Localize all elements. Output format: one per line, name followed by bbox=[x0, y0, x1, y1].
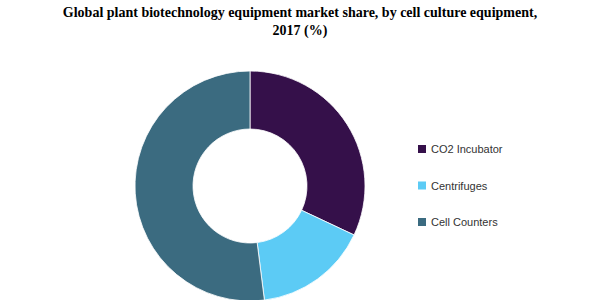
legend-label: Centrifuges bbox=[431, 180, 488, 192]
legend-swatch bbox=[418, 218, 426, 226]
title-group: Global plant biotechnology equipment mar… bbox=[63, 5, 537, 39]
legend-swatch bbox=[418, 182, 426, 190]
legend-label: Cell Counters bbox=[431, 216, 498, 228]
legend-label: CO2 Incubator bbox=[431, 143, 503, 155]
legend-swatch bbox=[418, 145, 426, 153]
slice bbox=[135, 71, 264, 300]
slices bbox=[135, 71, 365, 300]
slice bbox=[250, 71, 365, 235]
chart: Global plant biotechnology equipment mar… bbox=[0, 0, 600, 300]
title: 2017 (%) bbox=[273, 23, 328, 39]
slice bbox=[257, 210, 354, 300]
legend: CO2 Incubator Centrifuges Cell Counters bbox=[418, 143, 503, 228]
title: Global plant biotechnology equipment mar… bbox=[63, 5, 537, 20]
